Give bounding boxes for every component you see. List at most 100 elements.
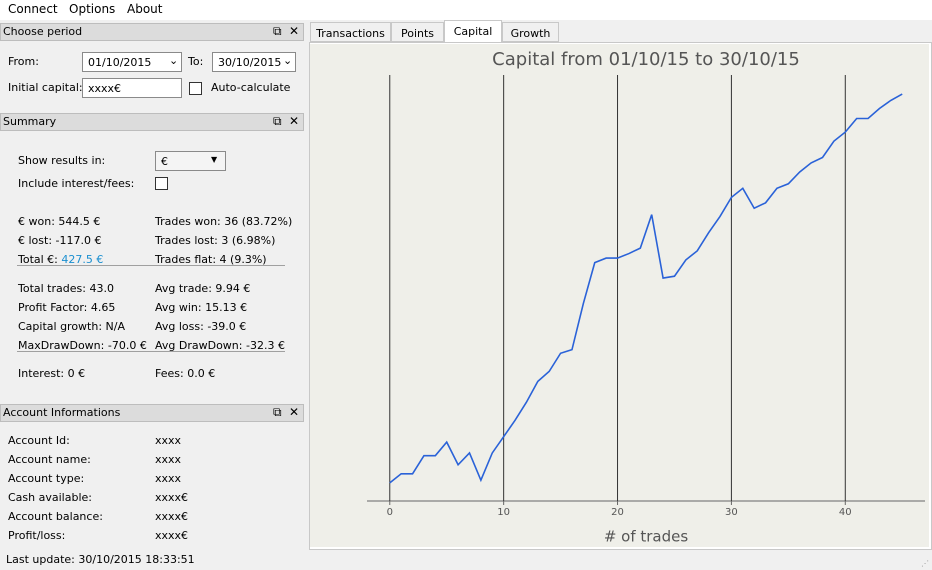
info-value: xxxx€ — [155, 510, 189, 523]
input-value: xxxx€ — [88, 82, 122, 95]
checkbox[interactable] — [155, 177, 168, 190]
info-value: xxxx€ — [155, 491, 189, 504]
stat-value: 0.0 € — [187, 367, 216, 380]
date-picker[interactable]: 01/10/2015 ⌄ — [82, 52, 182, 72]
tab[interactable]: Transactions — [310, 22, 391, 42]
separator — [17, 265, 285, 266]
float-button[interactable]: ⧉ — [273, 24, 282, 38]
data-line — [389, 93, 903, 484]
stat-label: Capital growth: — [18, 320, 103, 333]
stat-value: 36 (83.72%) — [224, 215, 293, 228]
stat: Total trades: 43.0 — [18, 282, 114, 295]
stat: Trades lost: 3 (6.98%) — [155, 234, 275, 247]
chart-title: Capital from 01/10/15 to 30/10/15 — [492, 49, 800, 70]
stat-label: Avg DrawDown: — [155, 339, 243, 352]
resize-grip[interactable]: ⋰ — [921, 559, 929, 568]
info-label: Account type: — [8, 472, 85, 485]
stat-label: Avg win: — [155, 301, 202, 314]
stat-label: MaxDrawDown: — [18, 339, 105, 352]
info-value: xxxx€ — [155, 529, 189, 542]
dropdown[interactable]: € ▼ — [155, 151, 226, 171]
float-button[interactable]: ⧉ — [273, 114, 282, 128]
stat-label: Total €: — [18, 253, 58, 266]
dock-header: Account Informations ⧉ ✕ — [0, 404, 304, 422]
info-label: Profit/loss: — [8, 529, 66, 542]
close-button[interactable]: ✕ — [289, 405, 300, 419]
stat-value: 4 (9.3%) — [219, 253, 267, 266]
dock-title: Summary — [3, 115, 57, 128]
stat-label: € lost: — [18, 234, 53, 247]
menu-item[interactable]: Connect — [8, 2, 58, 16]
stat: Trades won: 36 (83.72%) — [155, 215, 292, 228]
stat-label: Avg loss: — [155, 320, 204, 333]
info-label: Account Id: — [8, 434, 70, 447]
dock-title: Account Informations — [3, 406, 121, 419]
stat-value: 15.13 € — [205, 301, 248, 314]
label: To: — [188, 55, 204, 68]
stat-value: 43.0 — [89, 282, 114, 295]
tab[interactable]: Growth — [502, 22, 559, 42]
stat: Profit Factor: 4.65 — [18, 301, 115, 314]
stat-label: Fees: — [155, 367, 184, 380]
tab[interactable]: Points — [391, 22, 444, 42]
stat: Trades flat: 4 (9.3%) — [155, 253, 267, 266]
dropdown-value: € — [161, 155, 168, 168]
stat-label: Trades lost: — [155, 234, 218, 247]
stat: Avg win: 15.13 € — [155, 301, 247, 314]
stat: Capital growth: N/A — [18, 320, 125, 333]
label: Initial capital: — [8, 81, 83, 94]
dock-header: Summary ⧉ ✕ — [0, 113, 304, 131]
x-tick-label: 0 — [387, 507, 393, 518]
info-label: Account name: — [8, 453, 91, 466]
stat-label: Profit Factor: — [18, 301, 88, 314]
separator — [17, 351, 285, 352]
label: Include interest/fees: — [18, 177, 135, 190]
tab[interactable]: Capital — [444, 20, 502, 43]
stat: MaxDrawDown: -70.0 € — [18, 339, 147, 352]
chart: Capital from 01/10/15 to 30/10/15 # of t… — [310, 44, 929, 547]
dock-header: Choose period ⧉ ✕ — [0, 23, 304, 41]
info-value: xxxx — [155, 434, 182, 447]
menu-item[interactable]: Options — [69, 2, 116, 16]
stat: € lost: -117.0 € — [18, 234, 102, 247]
stat-label: Interest: — [18, 367, 65, 380]
menu-bar: Connect Options About — [0, 0, 932, 20]
stat-value: 427.5 € — [61, 253, 104, 266]
stat: Interest: 0 € — [18, 367, 85, 380]
info-value: xxxx — [155, 453, 182, 466]
stat: Avg loss: -39.0 € — [155, 320, 246, 333]
date-value: 30/10/2015 — [218, 56, 282, 69]
stat-value: 544.5 € — [58, 215, 101, 228]
stat-label: Trades flat: — [155, 253, 217, 266]
stat-value: 9.94 € — [215, 282, 251, 295]
stat-label: Avg trade: — [155, 282, 212, 295]
info-value: xxxx — [155, 472, 182, 485]
stat-label: Total trades: — [18, 282, 86, 295]
x-tick-label: 30 — [725, 507, 738, 518]
stat: € won: 544.5 € — [18, 215, 100, 228]
stat: Fees: 0.0 € — [155, 367, 215, 380]
stat-value: 4.65 — [90, 301, 116, 314]
text-input[interactable]: xxxx€ — [82, 78, 182, 98]
menu-item[interactable]: About — [127, 2, 163, 16]
stat-label: Trades won: — [155, 215, 221, 228]
stat-value: -32.3 € — [245, 339, 285, 352]
info-label: Cash available: — [8, 491, 92, 504]
x-tick-label: 10 — [497, 507, 510, 518]
checkbox[interactable] — [189, 82, 202, 95]
stat-value: 3 (6.98%) — [221, 234, 276, 247]
label: Show results in: — [18, 154, 106, 167]
x-tick-label: 40 — [839, 507, 852, 518]
date-picker[interactable]: 30/10/2015 ⌄ — [212, 52, 296, 72]
close-button[interactable]: ✕ — [289, 114, 300, 128]
stat: Avg DrawDown: -32.3 € — [155, 339, 285, 352]
info-label: Account balance: — [8, 510, 103, 523]
stat-value: -70.0 € — [107, 339, 147, 352]
status-text: Last update: 30/10/2015 18:33:51 — [6, 553, 195, 566]
stat-value: 0 € — [67, 367, 86, 380]
close-button[interactable]: ✕ — [289, 24, 300, 38]
float-button[interactable]: ⧉ — [273, 405, 282, 419]
stat-value: N/A — [105, 320, 126, 333]
stat-value: -117.0 € — [55, 234, 102, 247]
